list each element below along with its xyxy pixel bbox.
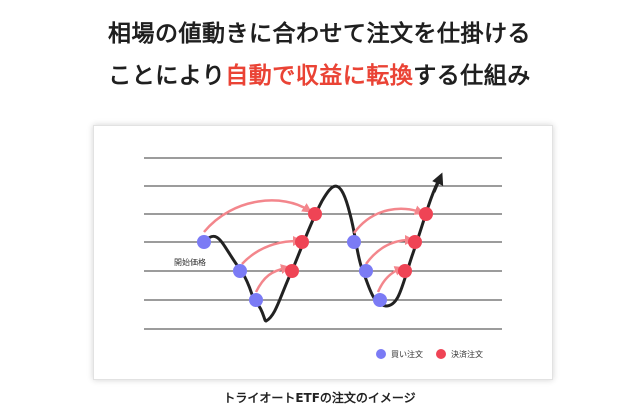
diagram-panel: 開始価格 買い注文 決済注文	[93, 125, 553, 380]
buy-order-dot	[249, 293, 263, 307]
headline-prefix: ことにより	[108, 63, 226, 89]
settle-order-dot	[285, 264, 299, 278]
buy-order-dot	[359, 264, 373, 278]
legend-buy-dot	[376, 349, 386, 359]
settle-order-dot	[308, 207, 322, 221]
settle-order-dot	[398, 264, 412, 278]
headline-highlight: 自動で収益に転換	[225, 63, 414, 89]
order-diagram: 開始価格 買い注文 決済注文	[144, 157, 502, 359]
buy-order-dot	[373, 293, 387, 307]
start-price-label: 開始価格	[174, 257, 206, 267]
settle-orders	[285, 207, 433, 278]
headline-line-2: ことにより自動で収益に転換する仕組み	[0, 56, 639, 90]
diagram-caption: トライオートETFの注文のイメージ	[223, 391, 416, 405]
legend-settle-label: 決済注文	[451, 349, 483, 359]
buy-order-dot	[347, 235, 361, 249]
trade-arrows	[203, 199, 425, 293]
headline-line-1: 相場の値動きに合わせて注文を仕掛ける	[108, 21, 531, 47]
buy-order-dot	[233, 264, 247, 278]
settle-order-dot	[419, 207, 433, 221]
settle-order-dot	[295, 235, 309, 249]
legend-settle-dot	[436, 349, 446, 359]
price-arrow	[432, 172, 444, 193]
buy-order-dot	[197, 235, 211, 249]
buy-orders	[197, 235, 387, 307]
settle-order-dot	[408, 235, 422, 249]
headline-suffix: する仕組み	[413, 63, 531, 89]
legend: 買い注文 決済注文	[376, 349, 483, 359]
legend-buy-label: 買い注文	[391, 349, 423, 359]
